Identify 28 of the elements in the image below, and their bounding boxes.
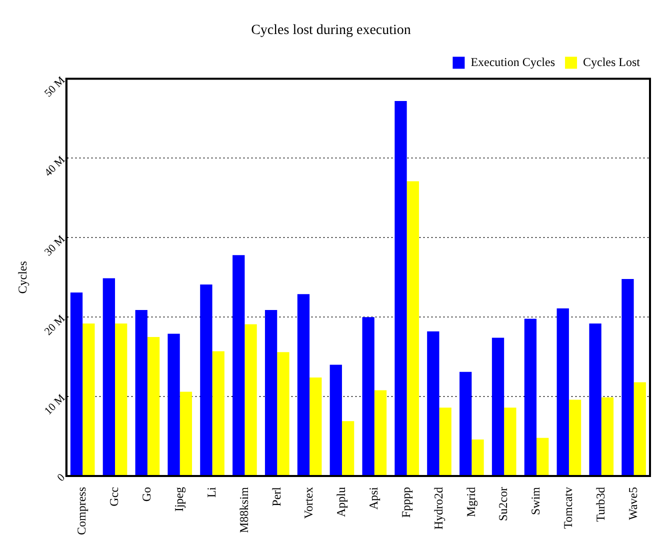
y-tick-label: 20 M <box>42 312 68 338</box>
y-tick-label: 0 <box>55 471 68 484</box>
y-tick-label: 50 M <box>42 74 68 100</box>
legend-label: Cycles Lost <box>583 54 641 69</box>
x-tick-label: Perl <box>269 486 284 506</box>
x-tick-label: Wave5 <box>626 487 640 520</box>
x-tick-label: Fpppp <box>398 487 413 518</box>
x-tick-label: Vortex <box>302 487 316 519</box>
x-tick-label: M88ksim <box>236 486 251 534</box>
x-tick-label: Su2cor <box>496 487 510 521</box>
x-tick-label: Li <box>204 486 218 498</box>
x-tick-label: Apsi <box>366 486 381 510</box>
x-tick-label: Hydro2d <box>431 487 446 530</box>
x-tick-label: Compress <box>74 486 89 535</box>
y-tick-label: 30 M <box>42 233 68 258</box>
x-tick-label: Tomcatv <box>561 487 576 529</box>
x-tick-label: Go <box>140 487 154 502</box>
x-tick-label: Gcc <box>107 487 122 506</box>
y-tick-label: 10 M <box>42 392 68 418</box>
y-axis-title: Cycles <box>15 260 30 294</box>
legend-label: Execution Cycles <box>470 54 556 69</box>
y-tick-label: 40 M <box>42 154 68 180</box>
chart-title: Cycles lost during execution <box>251 23 411 38</box>
x-tick-label: Mgrid <box>464 487 478 517</box>
x-tick-label: Applu <box>334 487 348 517</box>
x-tick-label: Swim <box>528 486 543 516</box>
x-tick-label: Ijpeg <box>172 487 186 512</box>
x-tick-label: Turb3d <box>594 487 608 522</box>
